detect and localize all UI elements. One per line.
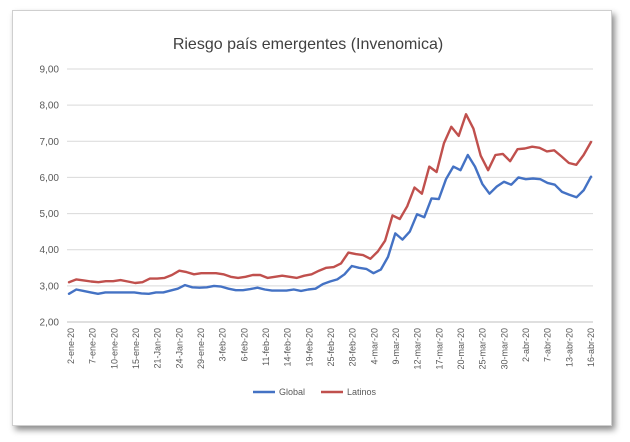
- x-tick-label: 29-ene-20: [196, 328, 206, 369]
- x-axis-ticks: 2-ene-20 7-ene-20 10-ene-20 15-ene-20 21-Jan…: [66, 328, 596, 370]
- x-tick-label: 30-mar-20: [499, 328, 509, 370]
- y-tick-label: 6,00: [40, 173, 60, 184]
- x-tick-label: 14-feb-20: [283, 328, 293, 367]
- x-tick-label: 9-mar-20: [391, 328, 401, 365]
- x-tick-label: 12-mar-20: [413, 328, 423, 370]
- x-tick-label: 21-Jan-20: [153, 328, 163, 369]
- x-tick-label: 28-feb-20: [348, 328, 358, 367]
- x-tick-label: 25-mar-20: [478, 328, 488, 370]
- chart-title: Riesgo país emergentes (Invenomica): [173, 36, 443, 53]
- series-line-global: [67, 153, 593, 295]
- x-tick-label: 6-feb-20: [239, 328, 249, 362]
- y-tick-label: 9,00: [40, 65, 60, 76]
- x-tick-label: 20-mar-20: [456, 328, 466, 370]
- line-chart: Riesgo país emergentes (Invenomica) 2,00…: [40, 36, 596, 397]
- y-tick-label: 7,00: [40, 137, 60, 148]
- x-tick-label: 24-Jan-20: [174, 328, 184, 369]
- x-tick-label: 2-abr-20: [521, 328, 531, 362]
- y-axis-ticks: 2,00 3,00 4,00 5,00 6,00 7,00 8,00 9,00: [40, 65, 60, 329]
- legend: Global Latinos: [253, 387, 377, 397]
- y-tick-label: 2,00: [40, 318, 60, 329]
- x-tick-label: 15-ene-20: [131, 328, 141, 369]
- x-tick-label: 13-abr-20: [564, 328, 574, 367]
- x-tick-label: 17-mar-20: [434, 328, 444, 370]
- x-tick-label: 7-ene-20: [88, 328, 98, 364]
- series-line-latinos: [67, 112, 593, 285]
- x-tick-label: 10-ene-20: [109, 328, 119, 369]
- x-tick-label: 3-feb-20: [218, 328, 228, 362]
- chart-frame: Riesgo país emergentes (Invenomica) 2,00…: [12, 10, 612, 426]
- x-tick-label: 7-abr-20: [543, 328, 553, 362]
- x-tick-label: 19-feb-20: [304, 328, 314, 367]
- x-tick-label: 2-ene-20: [66, 328, 76, 364]
- gridlines: [67, 68, 593, 323]
- y-tick-label: 4,00: [40, 245, 60, 256]
- legend-label-global: Global: [279, 387, 305, 397]
- x-tick-label: 4-mar-20: [369, 328, 379, 365]
- x-tick-label: 25-feb-20: [326, 328, 336, 367]
- legend-label-latinos: Latinos: [347, 387, 377, 397]
- x-tick-label: 11-feb-20: [261, 328, 271, 366]
- y-tick-label: 5,00: [40, 209, 60, 220]
- y-tick-label: 8,00: [40, 101, 60, 112]
- series-lines: [67, 112, 593, 295]
- x-tick-label: 16-abr-20: [586, 328, 596, 367]
- y-tick-label: 3,00: [40, 281, 60, 292]
